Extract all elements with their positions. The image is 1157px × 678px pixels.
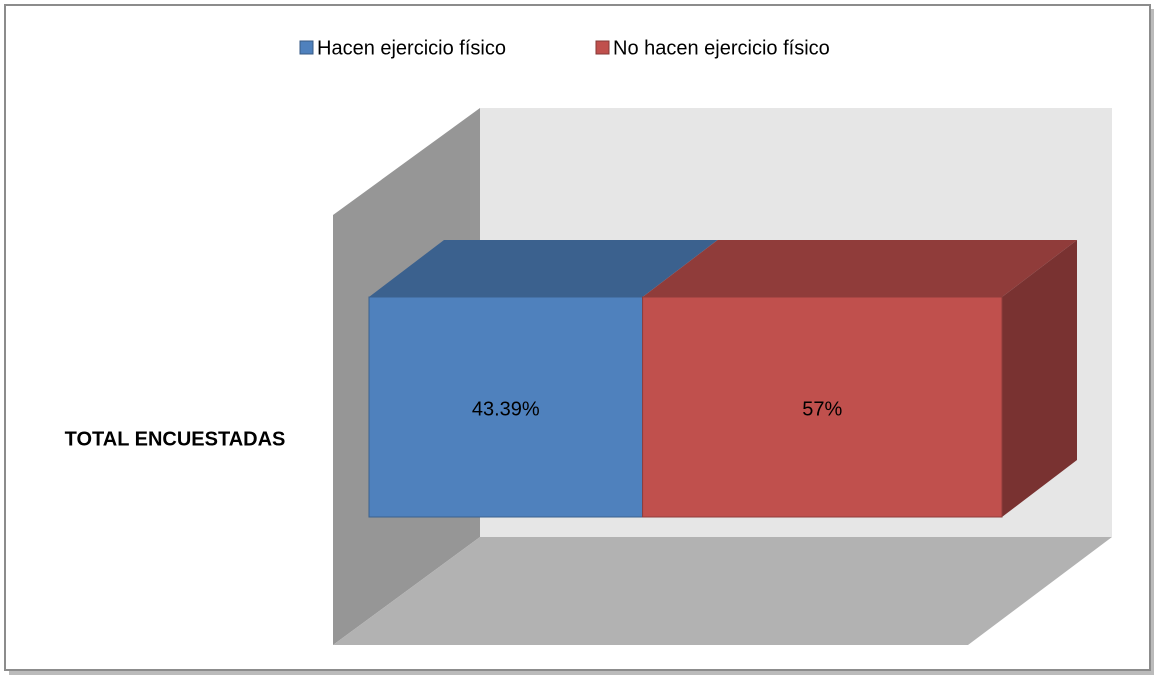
data-label: 43.39% (472, 398, 540, 420)
floor (333, 537, 1112, 645)
legend-swatch (595, 40, 610, 55)
legend-label: Hacen ejercicio físico (317, 37, 506, 59)
bar-side (1002, 240, 1077, 517)
bar-top (642, 240, 1077, 297)
bar (642, 296, 1003, 518)
legend-swatch (299, 40, 314, 55)
bar (368, 296, 644, 518)
bar-top (369, 240, 718, 297)
y-tick-label: TOTAL ENCUESTADAS (65, 428, 286, 450)
data-label: 57% (802, 398, 842, 420)
legend-label: No hacen ejercicio físico (613, 37, 830, 59)
